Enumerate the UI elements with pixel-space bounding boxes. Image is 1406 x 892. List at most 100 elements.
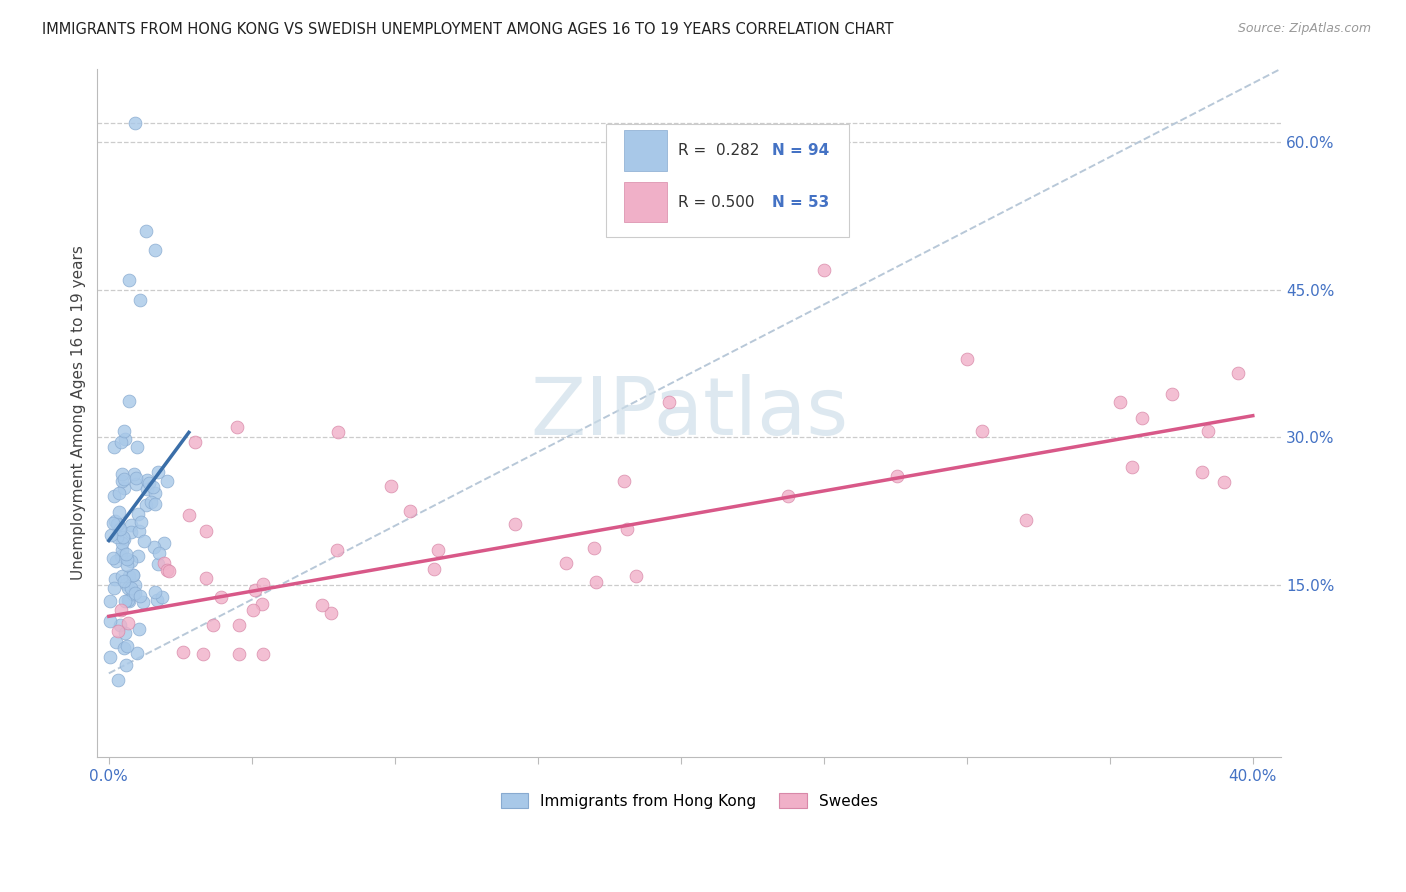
Point <box>107 516 129 531</box>
Point <box>111 467 134 481</box>
Point <box>252 577 274 591</box>
Point <box>110 435 132 450</box>
Point <box>156 563 179 577</box>
Point <box>427 542 450 557</box>
Point <box>142 480 165 494</box>
Point <box>135 483 157 497</box>
Point <box>139 494 162 508</box>
Point <box>111 542 134 557</box>
Point <box>127 646 149 660</box>
Point <box>1130 411 1153 425</box>
FancyBboxPatch shape <box>624 130 666 171</box>
Y-axis label: Unemployment Among Ages 16 to 19 years: Unemployment Among Ages 16 to 19 years <box>72 245 86 580</box>
Point <box>129 589 152 603</box>
Point <box>114 626 136 640</box>
Point <box>103 550 125 565</box>
Point <box>143 486 166 500</box>
Point <box>114 593 136 607</box>
Point <box>624 568 647 582</box>
Point <box>115 558 138 573</box>
Point <box>120 582 142 596</box>
Point <box>104 635 127 649</box>
Point <box>627 214 650 228</box>
Point <box>117 593 139 607</box>
Point <box>111 474 134 488</box>
Point <box>1197 424 1219 438</box>
Point <box>148 546 170 560</box>
Point <box>111 569 134 583</box>
Point <box>319 606 342 620</box>
Point <box>201 618 224 632</box>
Point <box>326 425 349 440</box>
Text: N = 53: N = 53 <box>772 194 830 210</box>
Point <box>118 594 141 608</box>
Point <box>120 554 142 568</box>
Point <box>108 485 131 500</box>
Point <box>658 395 681 409</box>
Point <box>104 514 127 528</box>
Point <box>108 618 131 632</box>
Point <box>125 471 148 485</box>
Point <box>115 577 138 591</box>
Point <box>108 523 131 537</box>
Point <box>135 499 157 513</box>
Point <box>778 490 800 504</box>
Point <box>956 351 979 366</box>
Point <box>128 524 150 539</box>
Point <box>242 603 264 617</box>
Point <box>226 420 249 434</box>
Point <box>98 650 121 665</box>
Point <box>146 593 169 607</box>
Point <box>122 467 145 481</box>
Point <box>128 622 150 636</box>
Point <box>1191 466 1213 480</box>
Point <box>142 540 165 554</box>
Point <box>194 571 217 585</box>
Point <box>107 530 129 544</box>
Text: R =  0.282: R = 0.282 <box>678 144 759 158</box>
Point <box>112 574 135 588</box>
Point <box>118 568 141 582</box>
Point <box>398 503 420 517</box>
Point <box>380 479 402 493</box>
Point <box>124 586 146 600</box>
Point <box>112 424 135 438</box>
Point <box>252 597 274 611</box>
Point <box>122 587 145 601</box>
Point <box>112 641 135 656</box>
Point <box>1014 513 1036 527</box>
Point <box>1161 386 1184 401</box>
Point <box>103 440 125 454</box>
Point <box>105 554 128 568</box>
Point <box>177 508 200 522</box>
Point <box>193 647 215 661</box>
Point <box>103 489 125 503</box>
Point <box>228 647 250 661</box>
Point <box>138 476 160 491</box>
Point <box>114 547 136 561</box>
Point <box>107 624 129 638</box>
Point <box>252 647 274 661</box>
Legend: Immigrants from Hong Kong, Swedes: Immigrants from Hong Kong, Swedes <box>495 787 884 814</box>
Point <box>1213 475 1236 490</box>
Point <box>555 556 578 570</box>
Point <box>972 424 994 438</box>
Point <box>124 578 146 592</box>
Point <box>114 432 136 446</box>
Point <box>118 393 141 408</box>
Text: R = 0.500: R = 0.500 <box>678 194 754 210</box>
Point <box>1121 460 1143 475</box>
Point <box>135 224 157 238</box>
Point <box>153 556 176 570</box>
Point <box>108 523 131 537</box>
Point <box>103 581 125 595</box>
Text: ZIPatlas: ZIPatlas <box>530 374 848 451</box>
Point <box>107 673 129 687</box>
Point <box>127 508 149 522</box>
Point <box>146 465 169 479</box>
Point <box>1109 395 1132 409</box>
Text: IMMIGRANTS FROM HONG KONG VS SWEDISH UNEMPLOYMENT AMONG AGES 16 TO 19 YEARS CORR: IMMIGRANTS FROM HONG KONG VS SWEDISH UNE… <box>42 22 894 37</box>
Point <box>129 293 152 307</box>
Point <box>813 263 835 277</box>
Point <box>104 572 127 586</box>
